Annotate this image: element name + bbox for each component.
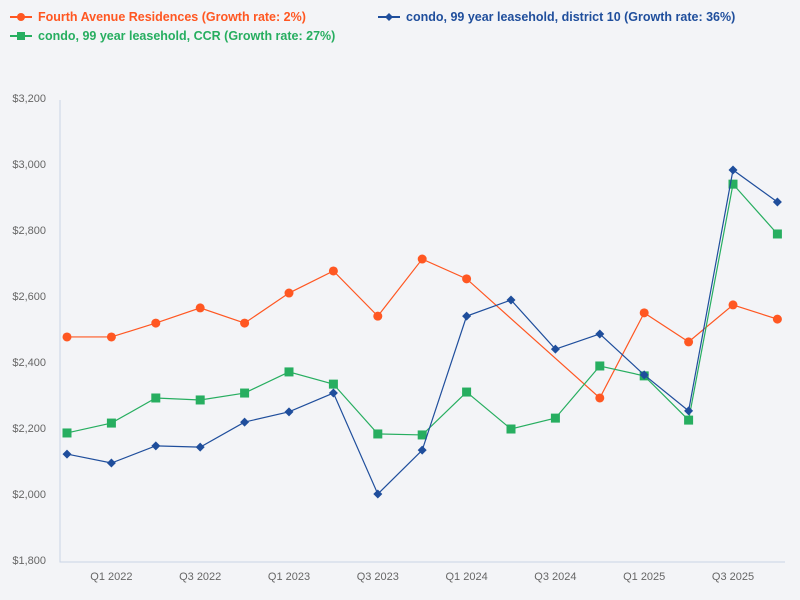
data-point-marker[interactable]	[195, 442, 205, 452]
data-point-marker[interactable]	[728, 300, 738, 310]
data-point-marker[interactable]	[284, 288, 294, 298]
legend-item-district-10[interactable]: condo, 99 year leasehold, district 10 (G…	[378, 10, 735, 24]
data-point-marker[interactable]	[328, 388, 338, 398]
diamond-marker-icon	[378, 13, 400, 21]
data-point-marker[interactable]	[595, 329, 605, 339]
data-point-marker[interactable]	[506, 295, 516, 305]
data-point-marker[interactable]	[328, 266, 338, 276]
data-point-marker[interactable]	[595, 361, 605, 371]
data-point-marker[interactable]	[195, 395, 205, 405]
legend-label: condo, 99 year leasehold, district 10 (G…	[406, 10, 736, 24]
data-point-marker[interactable]	[462, 311, 472, 321]
data-point-marker[interactable]	[462, 274, 472, 284]
x-tick-label: Q3 2025	[711, 571, 755, 583]
data-point-marker[interactable]	[240, 417, 250, 427]
axis-lines	[59, 100, 785, 563]
data-point-marker[interactable]	[684, 406, 694, 416]
y-tick-label: $2,400	[12, 357, 46, 369]
data-point-marker[interactable]	[240, 318, 250, 328]
data-point-marker[interactable]	[684, 337, 694, 347]
data-point-marker[interactable]	[240, 388, 250, 398]
x-tick-label: Q1 2023	[267, 571, 311, 583]
data-point-marker[interactable]	[328, 379, 338, 389]
data-point-marker[interactable]	[462, 387, 472, 397]
y-tick-label: $2,200	[12, 423, 46, 435]
data-point-marker[interactable]	[62, 428, 72, 438]
data-point-marker[interactable]	[106, 418, 116, 428]
data-point-marker[interactable]	[373, 311, 383, 321]
data-point-marker[interactable]	[284, 367, 294, 377]
data-point-marker[interactable]	[151, 318, 161, 328]
y-tick-label: $1,800	[12, 555, 46, 567]
y-tick-label: $2,600	[12, 291, 46, 303]
data-point-marker[interactable]	[62, 332, 72, 342]
y-tick-label: $3,200	[12, 93, 46, 105]
data-point-marker[interactable]	[106, 458, 116, 468]
data-point-marker[interactable]	[550, 413, 560, 423]
data-point-marker[interactable]	[195, 303, 205, 313]
data-point-marker[interactable]	[639, 370, 649, 380]
x-tick-label: Q3 2024	[534, 571, 577, 583]
data-point-marker[interactable]	[151, 393, 161, 403]
legend-item-ccr[interactable]: condo, 99 year leasehold, CCR (Growth ra…	[10, 29, 335, 43]
data-point-marker[interactable]	[417, 254, 427, 264]
legend-item-fourth-avenue[interactable]: Fourth Avenue Residences (Growth rate: 2…	[10, 10, 306, 24]
y-tick-label: $2,800	[12, 225, 46, 237]
y-tick-label: $3,000	[12, 159, 46, 171]
y-tick-label: $2,000	[12, 489, 46, 501]
x-tick-label: Q1 2025	[623, 571, 666, 583]
data-point-marker[interactable]	[506, 424, 516, 434]
data-point-marker[interactable]	[373, 489, 383, 499]
x-tick-label: Q3 2023	[356, 571, 399, 583]
series-line	[67, 258, 778, 399]
x-tick-label: Q1 2024	[445, 571, 488, 583]
data-point-marker[interactable]	[639, 308, 649, 318]
data-point-marker[interactable]	[417, 445, 427, 455]
x-tick-label: Q3 2022	[179, 571, 222, 583]
data-point-marker[interactable]	[772, 314, 782, 324]
data-point-marker[interactable]	[772, 229, 782, 239]
circle-marker-icon	[10, 13, 32, 21]
series-line	[66, 182, 778, 436]
data-point-marker[interactable]	[728, 165, 738, 175]
legend-label: condo, 99 year leasehold, CCR (Growth ra…	[38, 29, 336, 43]
data-point-marker[interactable]	[595, 393, 605, 403]
series-line	[66, 168, 778, 496]
x-tick-label: Q1 2022	[90, 571, 133, 583]
data-point-marker[interactable]	[106, 332, 116, 342]
data-point-marker[interactable]	[373, 429, 383, 439]
data-point-marker[interactable]	[284, 407, 294, 417]
data-point-marker[interactable]	[550, 344, 560, 354]
data-point-marker[interactable]	[772, 197, 782, 207]
data-point-marker[interactable]	[151, 441, 161, 451]
legend-label: Fourth Avenue Residences (Growth rate: 2…	[38, 10, 306, 24]
data-point-marker[interactable]	[728, 179, 738, 189]
data-point-marker[interactable]	[684, 415, 694, 425]
data-point-marker[interactable]	[62, 449, 72, 459]
data-point-marker[interactable]	[417, 430, 427, 440]
square-marker-icon	[10, 32, 32, 40]
